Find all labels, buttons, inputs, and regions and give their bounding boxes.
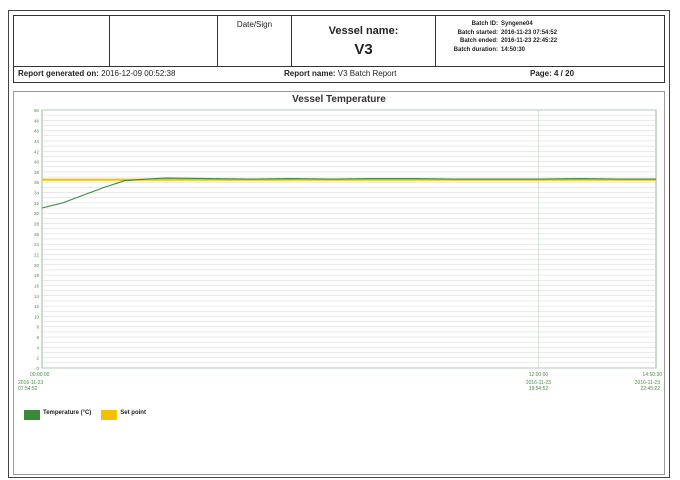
page-number: Page: 4 / 20 — [530, 69, 575, 78]
report-subheader: Report generated on: 2016-12-09 00:52:38… — [13, 67, 665, 83]
y-tick-label: 16 — [34, 283, 40, 288]
report-generated: Report generated on: 2016-12-09 00:52:38 — [18, 69, 175, 78]
legend-item-set-point: Set point — [101, 410, 146, 420]
batch-key: Batch duration: — [453, 46, 498, 53]
y-tick-label: 32 — [34, 201, 40, 206]
x-tick-date: 2016-11-23 — [526, 380, 551, 386]
report-header: Date/Sign Vessel name: V3 Batch ID: Synge… — [13, 15, 665, 67]
legend-label-temperature: Temperature (°C) — [43, 410, 92, 416]
y-tick-label: 30 — [34, 211, 40, 216]
legend-label-set-point: Set point — [120, 410, 146, 416]
y-tick-label: 40 — [34, 160, 40, 165]
x-tick-clock: 22:45:22 — [641, 386, 661, 392]
batch-row: Batch ID: Syngene04 — [436, 20, 666, 29]
x-tick-date: 2016-11-23 — [18, 380, 43, 386]
y-tick-label: 0 — [36, 366, 39, 371]
vessel-name-label: Vessel name: — [328, 25, 399, 37]
y-tick-label: 46 — [34, 129, 40, 134]
x-tick-time: 14:50:30 — [643, 372, 663, 378]
date-sign-cell: Date/Sign — [218, 16, 292, 66]
y-tick-label: 10 — [34, 314, 40, 319]
y-tick-label: 22 — [34, 252, 40, 257]
y-tick-label: 20 — [34, 263, 40, 268]
batch-row: Batch started: 2016-11-23 07:54:52 — [436, 29, 666, 38]
y-tick-label: 28 — [34, 222, 40, 227]
x-tick-date: 2016-11-23 — [635, 380, 660, 386]
batch-key: Batch started: — [457, 29, 498, 36]
batch-row: Batch ended: 2016-11-23 22:45:22 — [436, 37, 666, 46]
report-name-label: Report name: — [284, 69, 336, 78]
vessel-name-cell: Vessel name: V3 — [292, 16, 436, 66]
batch-value: Syngene04 — [501, 21, 533, 27]
generated-value: 2016-12-09 00:52:38 — [101, 69, 176, 78]
report-name: Report name: V3 Batch Report — [284, 69, 397, 78]
vessel-temperature-chart: Vessel Temperature 0 2 4 6 8 10 12 14 16 18 20 22 24… — [13, 91, 665, 475]
batch-value: 2016-11-23 22:45:22 — [501, 38, 558, 44]
chart-svg: 0246810121416182022242628303234363840424… — [18, 108, 663, 392]
date-sign-label: Date/Sign — [236, 20, 273, 29]
generated-label: Report generated on: — [18, 69, 99, 78]
y-tick-label: 4 — [36, 345, 39, 350]
y-tick-label: 24 — [34, 242, 40, 247]
batch-row: Batch duration: 14:50:30 — [436, 46, 666, 55]
y-tick-label: 12 — [34, 304, 40, 309]
y-tick-label: 38 — [34, 170, 40, 175]
header-blank-cell-2 — [110, 16, 218, 66]
batch-value: 2016-11-23 07:54:52 — [501, 29, 558, 36]
y-tick-label: 26 — [34, 232, 40, 237]
y-tick-label: 48 — [34, 118, 40, 123]
batch-key: Batch ended: — [459, 38, 498, 44]
batch-key: Batch ID: — [471, 21, 498, 27]
y-tick-label: 42 — [34, 149, 40, 154]
header-blank-cell-1 — [14, 16, 110, 66]
y-tick-label: 34 — [34, 191, 40, 196]
y-tick-label: 2 — [36, 356, 39, 361]
x-tick-time: 00:00:00 — [30, 372, 50, 378]
y-tick-label: 18 — [34, 273, 40, 278]
y-tick-label: 8 — [36, 325, 39, 330]
y-tick-label: 14 — [34, 294, 40, 299]
legend-swatch-temperature — [24, 410, 40, 420]
report-page: Date/Sign Vessel name: V3 Batch ID: Synge… — [8, 10, 670, 478]
series-line-temperature — [41, 177, 656, 209]
batch-value: 14:50:30 — [501, 46, 526, 53]
x-tick-time: 12:00:00 — [529, 372, 549, 378]
batch-info-cell: Batch ID: Syngene04 Batch started: 2016-11… — [436, 16, 666, 66]
y-tick-label: 50 — [34, 108, 40, 113]
x-tick-clock: 07:54:52 — [18, 386, 38, 392]
legend-item-temperature: Temperature (°C) — [24, 410, 91, 420]
y-tick-label: 36 — [34, 180, 40, 185]
report-name-value: V3 Batch Report — [337, 69, 397, 78]
vessel-name-value: V3 — [354, 41, 373, 58]
legend-swatch-set-point — [101, 410, 118, 420]
y-tick-label: 44 — [34, 139, 40, 144]
y-tick-label: 6 — [36, 335, 39, 340]
x-tick-clock: 19:54:52 — [529, 386, 549, 392]
chart-title: Vessel Temperature — [292, 94, 386, 105]
chart-legend: Temperature (°C) Set point — [24, 410, 146, 420]
